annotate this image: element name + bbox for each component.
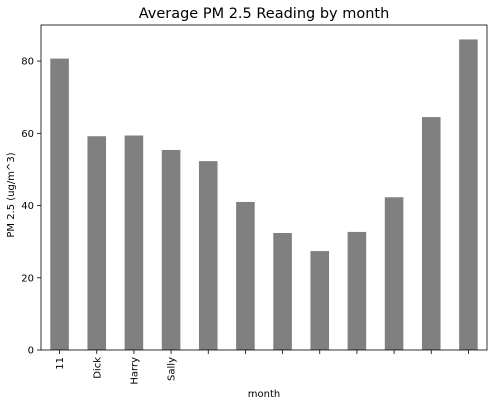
plot-area: 0 20 40 60 80 11 Dick Harry Sally: [21, 24, 488, 385]
bar: [124, 135, 144, 350]
plot-frame: [40, 24, 488, 351]
x-tick-label: 11: [55, 357, 66, 370]
x-axis-label: month: [248, 389, 280, 400]
bar: [236, 201, 255, 350]
y-tick-label: 40: [21, 201, 34, 212]
bar: [161, 149, 181, 350]
y-tick-label: 80: [21, 57, 34, 68]
x-tick-label: Dick: [92, 357, 103, 379]
y-tick-label: 20: [21, 273, 34, 284]
x-tick-label: Harry: [129, 357, 140, 385]
bar: [347, 231, 367, 350]
bar: [50, 58, 69, 350]
bar: [459, 39, 478, 350]
chart-title: Average PM 2.5 Reading by month: [139, 6, 390, 22]
y-tick-label: 0: [28, 346, 34, 357]
x-tick-label: Sally: [167, 357, 178, 381]
bar: [384, 197, 404, 350]
bar: [310, 251, 330, 350]
y-tick-label: 60: [21, 129, 34, 140]
bar: [198, 161, 218, 350]
bar: [273, 233, 292, 350]
bar: [87, 136, 107, 350]
bar: [421, 117, 441, 350]
y-axis-label: PM 2.5 (ug/m^3): [6, 152, 17, 237]
